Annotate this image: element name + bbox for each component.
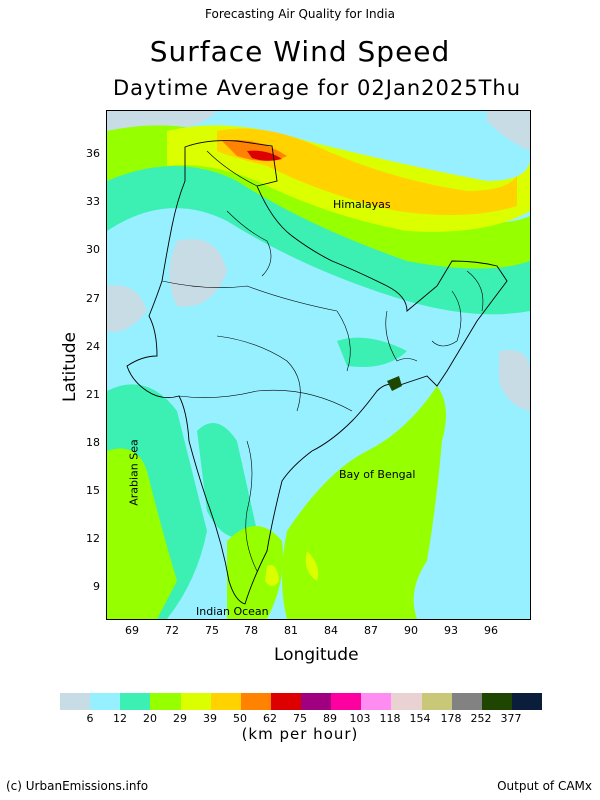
label-bay-of-bengal: Bay of Bengal	[339, 468, 416, 481]
legend-tick: 6	[86, 712, 94, 725]
legend-swatch	[361, 693, 392, 710]
y-tick: 30	[86, 243, 100, 256]
legend-tick: 377	[500, 712, 522, 725]
wind-speed-map: Himalayas Bay of Bengal Indian Ocean Ara…	[106, 110, 531, 620]
legend-swatch	[451, 693, 482, 710]
y-tick: 27	[86, 292, 100, 305]
legend-swatch	[180, 693, 211, 710]
x-axis-label: Longitude	[274, 645, 359, 665]
legend-swatch	[90, 693, 121, 710]
x-tick: 96	[484, 624, 498, 637]
label-indian-ocean: Indian Ocean	[196, 605, 269, 618]
x-tick: 72	[165, 624, 179, 637]
x-tick: 75	[205, 624, 219, 637]
legend-swatch	[391, 693, 422, 710]
legend-tick: 39	[203, 712, 217, 725]
header-top-text: Forecasting Air Quality for India	[205, 7, 395, 21]
legend-tick: 29	[173, 712, 187, 725]
legend-tick: 62	[263, 712, 277, 725]
x-tick: 69	[125, 624, 139, 637]
legend-tick: 103	[349, 712, 371, 725]
label-arabian-sea: Arabian Sea	[127, 439, 141, 506]
y-tick: 12	[86, 532, 100, 545]
page-subtitle: Daytime Average for 02Jan2025Thu	[112, 76, 522, 100]
legend-tick: 118	[379, 712, 401, 725]
legend-tick: 89	[323, 712, 337, 725]
x-tick: 90	[404, 624, 418, 637]
legend-swatch	[60, 693, 91, 710]
y-axis-label: Latitude	[60, 332, 80, 402]
legend-tick: 178	[440, 712, 462, 725]
legend-swatch	[421, 693, 452, 710]
legend-swatch	[150, 693, 181, 710]
page-title: Surface Wind Speed	[149, 35, 451, 68]
legend-swatch	[270, 693, 301, 710]
legend-swatch	[331, 693, 362, 710]
y-tick: 33	[86, 195, 100, 208]
legend-tick: 50	[233, 712, 247, 725]
legend-unit: (km per hour)	[241, 725, 359, 743]
y-tick: 21	[86, 388, 100, 401]
legend-tick: 75	[293, 712, 307, 725]
legend-tick: 12	[113, 712, 127, 725]
footer-copyright: (c) UrbanEmissions.info	[6, 779, 149, 793]
footer-source: Output of CAMx	[497, 779, 592, 793]
x-tick: 84	[324, 624, 338, 637]
x-tick: 78	[244, 624, 258, 637]
label-himalayas: Himalayas	[333, 198, 391, 211]
legend-tick: 20	[143, 712, 157, 725]
map-canvas	[107, 111, 530, 619]
y-tick: 24	[86, 340, 100, 353]
y-tick: 36	[86, 147, 100, 160]
y-tick: 18	[86, 436, 100, 449]
legend-swatch	[301, 693, 332, 710]
x-tick: 87	[364, 624, 378, 637]
legend-tick: 154	[409, 712, 431, 725]
x-tick: 93	[444, 624, 458, 637]
legend-swatch	[210, 693, 241, 710]
x-tick: 81	[284, 624, 298, 637]
legend-swatch	[240, 693, 271, 710]
legend-swatch	[120, 693, 151, 710]
y-tick: 9	[93, 580, 100, 593]
color-legend	[60, 693, 542, 710]
legend-swatch	[511, 693, 542, 710]
y-tick: 15	[86, 484, 100, 497]
legend-swatch	[481, 693, 512, 710]
legend-tick: 252	[470, 712, 492, 725]
